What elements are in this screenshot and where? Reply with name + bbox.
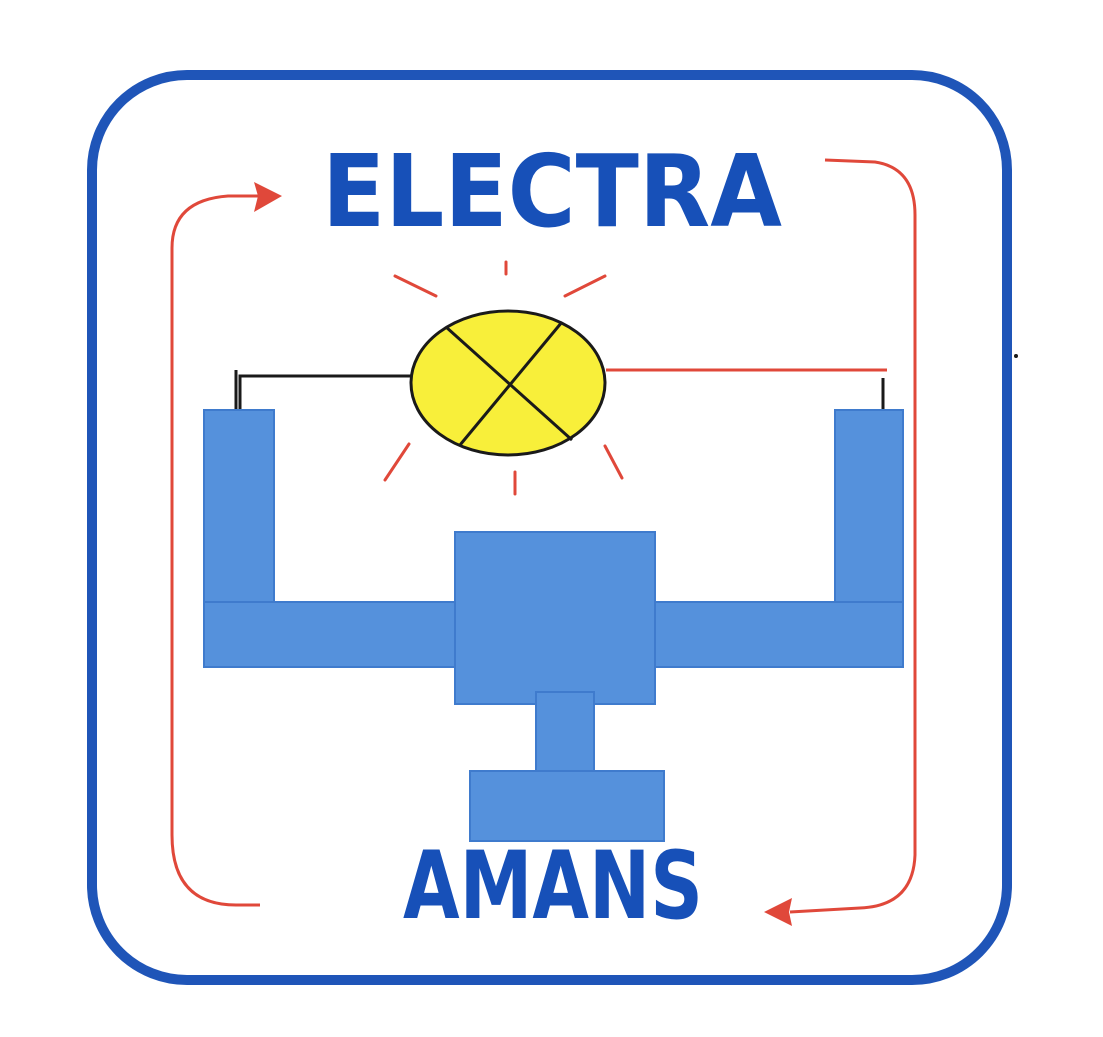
logo-top-word: ELECTRA xyxy=(322,133,782,250)
left-terminal xyxy=(204,410,274,605)
lamp-icon xyxy=(411,311,605,455)
speck xyxy=(1014,354,1018,358)
base xyxy=(470,771,664,841)
right-terminal xyxy=(835,410,903,605)
center-block xyxy=(455,532,655,704)
stem xyxy=(536,692,594,774)
logo-bottom-word: AMANS xyxy=(403,832,703,941)
